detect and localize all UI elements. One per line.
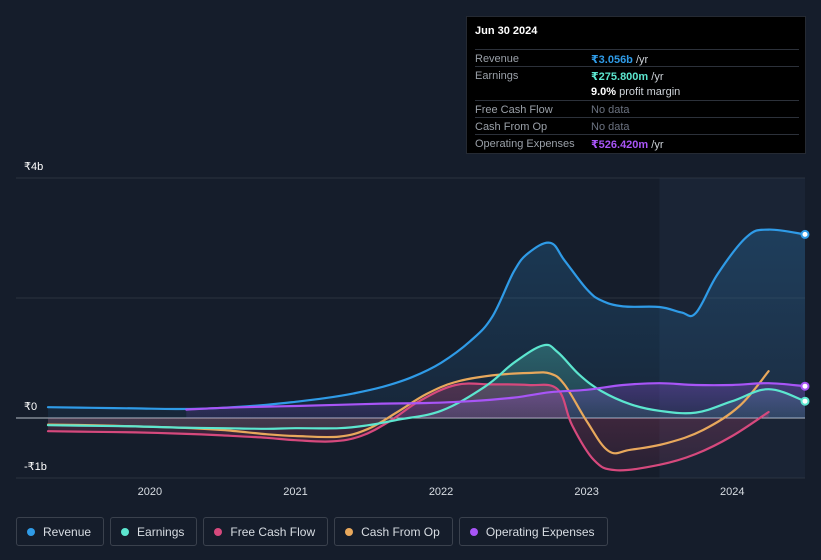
area-revenue xyxy=(48,229,805,418)
tooltip-value-number: No data xyxy=(591,104,630,116)
legend-dot-icon xyxy=(214,527,223,536)
tooltip-value-number: ₹3.056b xyxy=(591,54,633,66)
tooltip-row: Revenue ₹3.056b /yr xyxy=(475,49,799,66)
tooltip-row-label: Earnings xyxy=(475,70,519,82)
y-tick-label: ₹4b xyxy=(24,161,43,173)
legend-dot-icon xyxy=(469,527,478,536)
tooltip-value-number: ₹526.420m xyxy=(591,139,649,151)
tooltip-value-unit: /yr xyxy=(648,71,664,83)
tooltip-row-value: ₹275.800m /yr xyxy=(591,70,663,83)
tooltip-row: 9.0% profit margin xyxy=(475,83,799,100)
tooltip-value-unit: profit margin xyxy=(616,86,681,98)
y-tick-label: ₹0 xyxy=(24,401,37,413)
x-tick-label: 2022 xyxy=(429,486,453,498)
legend-label: Operating Expenses xyxy=(485,524,595,539)
legend-item-earnings[interactable]: Earnings xyxy=(110,517,198,546)
legend-label: Revenue xyxy=(43,524,92,539)
legend-label: Free Cash Flow xyxy=(230,524,316,539)
tooltip-row: Cash From Op No data xyxy=(475,117,799,134)
tooltip-row-value: ₹526.420m /yr xyxy=(591,138,663,151)
legend-item-cash-from-op[interactable]: Cash From Op xyxy=(334,517,453,546)
tooltip-panel: Jun 30 2024 Revenue ₹3.056b /yr Earnings ₹2… xyxy=(466,16,806,154)
legend-item-free-cash-flow[interactable]: Free Cash Flow xyxy=(203,517,329,546)
line-operating-expenses xyxy=(185,382,807,411)
legend-dot-icon xyxy=(27,527,35,536)
tooltip-row-label: Revenue xyxy=(475,53,520,65)
marker-earnings xyxy=(800,396,810,406)
tooltip-value-number: ₹275.800m xyxy=(591,71,649,83)
legend-item-revenue[interactable]: Revenue xyxy=(16,517,105,546)
marker-operating-expenses xyxy=(800,381,810,391)
tooltip-row: Operating Expenses ₹526.420m /yr xyxy=(475,134,799,151)
x-tick-label: 2021 xyxy=(283,486,307,498)
tooltip-row-label: Free Cash Flow xyxy=(475,104,553,116)
tooltip-row-value: 9.0% profit margin xyxy=(591,86,680,98)
tooltip-row: Earnings ₹275.800m /yr xyxy=(475,66,799,83)
legend-label: Earnings xyxy=(137,524,185,539)
line-free-cash-flow xyxy=(46,382,770,472)
x-tick-label: 2024 xyxy=(720,486,744,498)
tooltip-date: Jun 30 2024 xyxy=(475,25,538,37)
line-earnings xyxy=(46,343,807,430)
x-tick-label: 2020 xyxy=(138,486,162,498)
tooltip-value-unit: /yr xyxy=(648,139,664,151)
tooltip-row-value: ₹3.056b /yr xyxy=(591,53,648,66)
x-tick-label: 2023 xyxy=(574,486,598,498)
area-free-cash-flow xyxy=(48,383,769,471)
tooltip-value-number: 9.0% xyxy=(591,86,617,98)
legend-item-operating-expenses[interactable]: Operating Expenses xyxy=(458,517,608,546)
marker-revenue xyxy=(800,229,810,239)
tooltip-row-value: No data xyxy=(591,121,630,133)
tooltip-row-label: Cash From Op xyxy=(475,121,548,133)
tooltip-row-value: No data xyxy=(591,104,630,116)
tooltip-row-label: Operating Expenses xyxy=(475,138,575,150)
tooltip-value-number: No data xyxy=(591,121,630,133)
legend-dot-icon xyxy=(121,527,130,536)
y-tick-label: -₹1b xyxy=(24,461,47,473)
chart-legend: Revenue Earnings Free Cash Flow Cash From O… xyxy=(16,517,608,546)
tooltip-value-unit: /yr xyxy=(632,54,649,66)
legend-dot-icon xyxy=(345,527,354,536)
tooltip-row: Free Cash Flow No data xyxy=(475,100,799,117)
legend-label: Cash From Op xyxy=(361,524,440,539)
